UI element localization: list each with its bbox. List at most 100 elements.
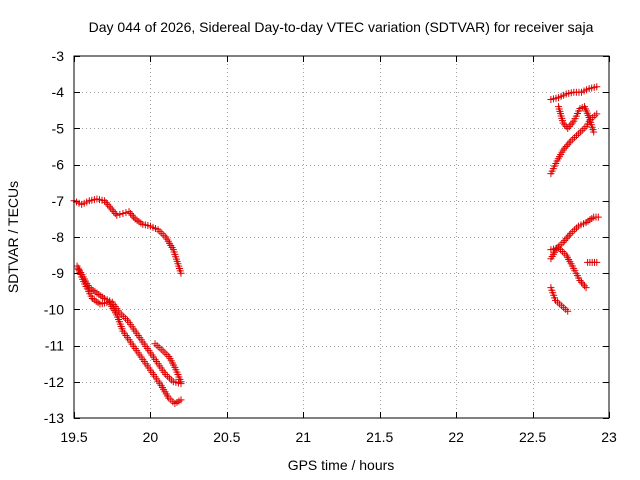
data-point: [108, 206, 116, 214]
data-point: [576, 276, 584, 284]
data-point: [565, 231, 573, 239]
y-tick-label: -10: [44, 301, 64, 317]
data-point: [593, 83, 601, 91]
data-point: [107, 204, 115, 212]
data-point: [593, 110, 601, 118]
x-tick-label: 22: [448, 429, 464, 445]
x-axis-label: GPS time / hours: [288, 457, 395, 473]
data-point: [119, 209, 127, 217]
x-tick-label: 22.5: [519, 429, 546, 445]
y-tick-label: -5: [52, 120, 65, 136]
data-point: [559, 238, 567, 246]
data-point: [158, 229, 166, 237]
data-point: [159, 347, 167, 355]
chart-title: Day 044 of 2026, Sidereal Day-to-day VTE…: [89, 19, 594, 35]
data-point: [113, 211, 121, 219]
y-tick-label: -6: [52, 157, 65, 173]
data-point: [564, 233, 572, 241]
data-point: [579, 280, 587, 288]
y-tick-label: -9: [52, 265, 65, 281]
data-point: [580, 124, 588, 132]
data-point: [590, 128, 598, 136]
data-point: [560, 249, 568, 257]
data-point: [561, 121, 569, 129]
data-point: [163, 351, 171, 359]
data-point: [128, 211, 136, 219]
data-point: [125, 208, 133, 216]
data-point: [164, 372, 172, 380]
data-point: [574, 130, 582, 138]
data-point: [567, 121, 575, 129]
data-point: [568, 119, 576, 127]
data-point: [127, 209, 135, 217]
data-point: [122, 209, 130, 217]
x-tick-label: 20: [143, 429, 159, 445]
y-tick-label: -7: [52, 193, 65, 209]
data-point: [101, 197, 109, 205]
data-point: [111, 209, 119, 217]
plot-frame: [73, 55, 610, 419]
data-point: [578, 126, 586, 134]
data-point: [564, 124, 572, 132]
data-point: [564, 307, 572, 315]
data-point: [558, 247, 566, 255]
grid: [74, 56, 609, 418]
data-point: [166, 374, 174, 382]
data-point: [110, 208, 118, 216]
data-point: [561, 144, 569, 152]
data-point: [573, 132, 581, 140]
data-point: [559, 146, 567, 154]
x-tick-label: 21: [295, 429, 311, 445]
data-point: [559, 119, 567, 127]
series-track-1: [70, 195, 185, 277]
data-point: [177, 378, 185, 386]
data-point: [130, 213, 138, 221]
data-point: [573, 224, 581, 232]
data-point: [562, 235, 570, 243]
data-point: [562, 143, 570, 150]
x-tick-label: 21.5: [366, 429, 393, 445]
data-point: [593, 258, 601, 266]
data-point: [156, 228, 164, 236]
ticks: 19.5 20 20.5 21 21.5 22 22.5 23 -3 -4 -5 -6 -7 -8 -9 -1…: [44, 48, 617, 445]
series-track-10: [584, 258, 601, 266]
data-point: [569, 228, 577, 236]
data-point: [122, 314, 130, 322]
y-tick-label: -11: [45, 338, 64, 354]
x-tick-label: 23: [601, 429, 617, 445]
series-track-5: [547, 83, 601, 103]
data-point: [177, 269, 185, 277]
series-track-11: [547, 284, 572, 315]
series-track-2: [73, 262, 185, 388]
data-point: [567, 229, 575, 237]
data-point: [564, 141, 572, 149]
x-tick-label: 20.5: [213, 429, 240, 445]
y-tick-label: -4: [52, 84, 65, 100]
data-point: [571, 226, 579, 234]
data-point: [594, 213, 602, 221]
data-point: [565, 139, 573, 147]
data-point: [567, 137, 575, 145]
series-track-3: [75, 266, 185, 408]
series-track-4: [151, 340, 185, 386]
series-track-9: [547, 244, 590, 292]
data-point: [571, 133, 579, 141]
y-tick-label: -8: [52, 229, 65, 245]
x-tick-label: 19.5: [60, 429, 87, 445]
data-points: [70, 83, 602, 408]
data-point: [569, 135, 577, 143]
data-point: [561, 237, 569, 245]
data-point: [161, 349, 169, 357]
data-point: [104, 200, 112, 208]
y-tick-label: -3: [52, 48, 65, 64]
data-point: [581, 282, 589, 290]
data-point: [102, 199, 110, 207]
y-tick-label: -13: [44, 410, 64, 426]
y-tick-label: -12: [44, 374, 64, 390]
data-point: [105, 202, 113, 210]
data-point: [116, 210, 124, 218]
data-point: [177, 396, 185, 404]
series-track-7: [547, 110, 601, 178]
data-point: [565, 123, 573, 131]
